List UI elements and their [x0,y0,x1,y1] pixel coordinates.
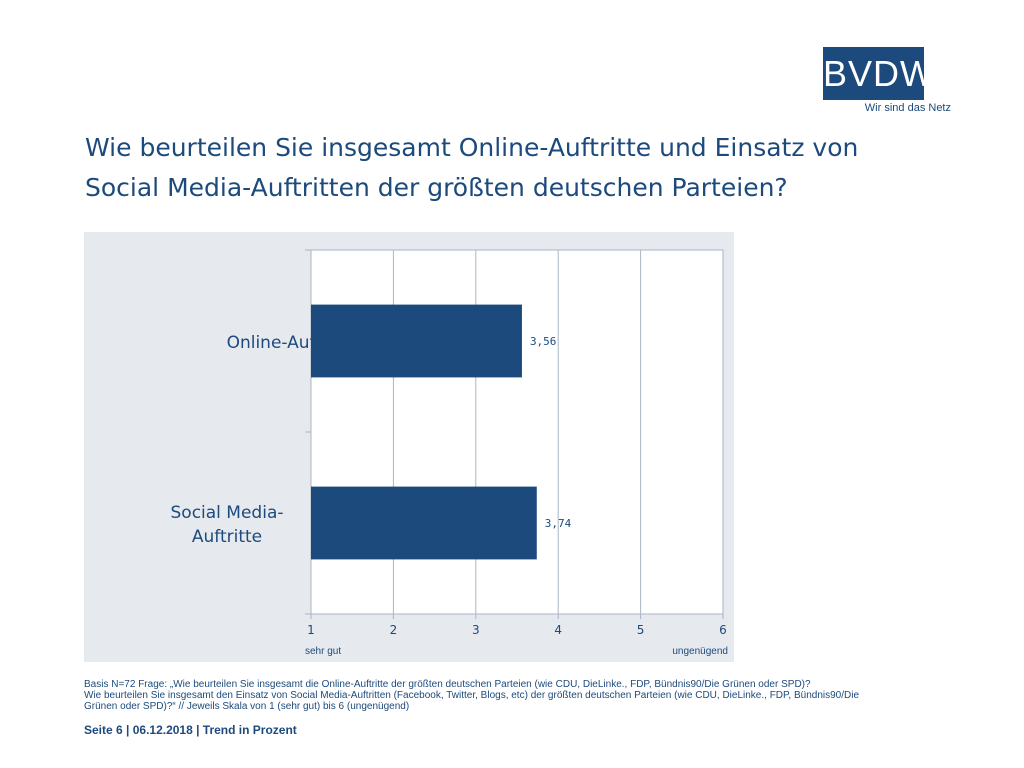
title-line-2: Social Media-Auftritten der größten deut… [85,173,788,202]
footnote-line-3: Grünen oder SPD)?“ // Jeweils Skala von … [84,701,410,712]
page-title: Wie beurteilen Sie insgesamt Online-Auft… [85,128,965,208]
chart-panel: 1 2 3 4 5 6 sehr gut ungenügend 3,56 Online-Auftr… [84,232,734,662]
footnote-line-1: Basis N=72 Frage: „Wie beurteilen Sie in… [84,679,811,690]
category-label: Online-Auftritte [227,333,358,353]
bar [311,486,537,560]
bar-chart: 1 2 3 4 5 6 sehr gut ungenügend 3,56 Online-Auftr… [171,249,728,657]
data-label: 3,74 [545,517,572,530]
category-label: Social Media- [171,503,284,523]
footnote-line-2: Wie beurteilen Sie insgesamt den Einsatz… [84,690,860,701]
data-label: 3,56 [530,335,557,348]
scale-label-left: sehr gut [305,646,341,657]
x-tick-label: 5 [637,623,645,637]
bvdw-logo: BVDW Wir sind das Netz [823,47,951,117]
x-tick-label: 2 [390,623,398,637]
x-tick-label: 4 [554,623,562,637]
x-tick-label: 1 [307,623,315,637]
logo-tagline: Wir sind das Netz [864,102,951,114]
logo-brand: BVDW [823,47,934,100]
x-tick-label: 3 [472,623,480,637]
footnote: Basis N=72 Frage: „Wie beurteilen Sie in… [84,679,984,712]
x-tick-label: 6 [719,623,727,637]
category-label: Auftritte [192,527,262,547]
scale-label-right: ungenügend [672,646,728,657]
title-line-1: Wie beurteilen Sie insgesamt Online-Auft… [85,133,859,162]
page-footer: Seite 6 | 06.12.2018 | Trend in Prozent [84,723,297,737]
bar [311,304,522,378]
